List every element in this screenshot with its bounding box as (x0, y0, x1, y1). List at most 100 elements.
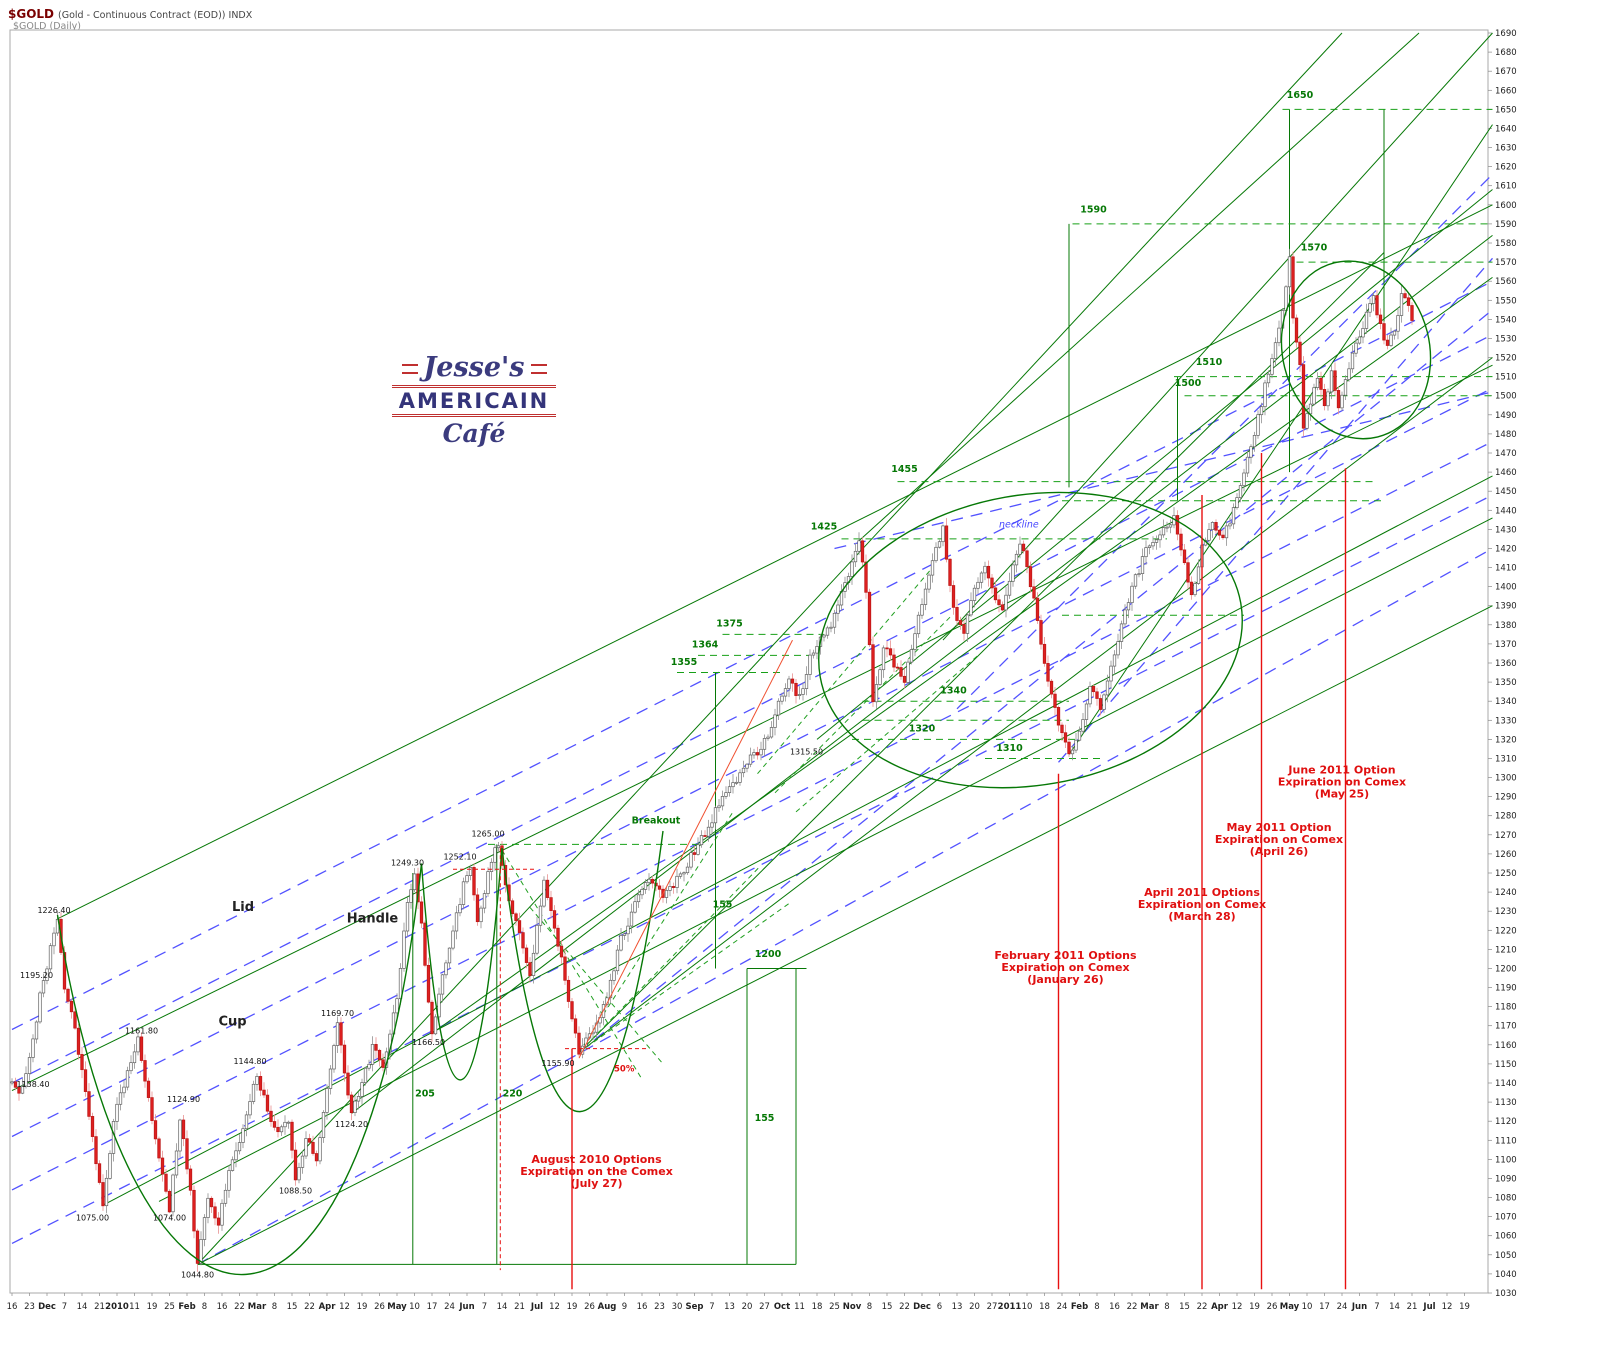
svg-text:1200: 1200 (755, 949, 782, 960)
svg-text:30: 30 (672, 1302, 683, 1312)
svg-text:11: 11 (794, 1302, 805, 1312)
svg-text:1130: 1130 (1495, 1098, 1517, 1108)
svg-text:Oct: Oct (774, 1302, 790, 1312)
svg-text:1440: 1440 (1495, 506, 1517, 516)
svg-text:1080: 1080 (1495, 1194, 1517, 1204)
svg-text:1590: 1590 (1080, 205, 1107, 216)
svg-text:Sep: Sep (686, 1302, 704, 1312)
svg-text:Feb: Feb (1071, 1302, 1088, 1312)
svg-text:8: 8 (202, 1302, 207, 1312)
svg-text:17: 17 (427, 1302, 438, 1312)
svg-text:1280: 1280 (1495, 812, 1517, 822)
svg-text:1300: 1300 (1495, 774, 1517, 784)
svg-text:17: 17 (1319, 1302, 1330, 1312)
svg-text:24: 24 (1057, 1302, 1068, 1312)
svg-text:1425: 1425 (811, 521, 837, 532)
svg-text:1560: 1560 (1495, 277, 1517, 287)
svg-text:1410: 1410 (1495, 564, 1517, 574)
svg-text:1380: 1380 (1495, 621, 1517, 631)
watermark-jesses: Jesse's (392, 352, 556, 383)
svg-text:19: 19 (1459, 1302, 1470, 1312)
svg-text:1630: 1630 (1495, 144, 1517, 154)
svg-text:1310: 1310 (1495, 755, 1517, 765)
svg-text:Apr: Apr (319, 1302, 337, 1312)
svg-text:25: 25 (829, 1302, 840, 1312)
svg-text:1500: 1500 (1175, 378, 1202, 389)
svg-text:1330: 1330 (1495, 716, 1517, 726)
svg-text:1230: 1230 (1495, 907, 1517, 917)
svg-text:26: 26 (1267, 1302, 1278, 1312)
svg-text:1375: 1375 (716, 619, 742, 630)
svg-text:1640: 1640 (1495, 125, 1517, 135)
svg-text:21: 21 (1407, 1302, 1418, 1312)
svg-text:1340: 1340 (1495, 697, 1517, 707)
svg-text:Jul: Jul (1422, 1302, 1435, 1312)
svg-text:1620: 1620 (1495, 163, 1517, 173)
svg-text:155: 155 (755, 1113, 775, 1124)
svg-text:205: 205 (415, 1088, 435, 1099)
svg-text:22: 22 (304, 1302, 315, 1312)
svg-text:1210: 1210 (1495, 945, 1517, 955)
svg-text:6: 6 (937, 1302, 942, 1312)
svg-text:1660: 1660 (1495, 86, 1517, 96)
svg-text:1150: 1150 (1495, 1060, 1517, 1070)
svg-text:Dec: Dec (38, 1302, 56, 1312)
svg-text:14: 14 (1389, 1302, 1400, 1312)
svg-text:2011: 2011 (998, 1302, 1022, 1312)
svg-text:1370: 1370 (1495, 640, 1517, 650)
svg-text:1460: 1460 (1495, 468, 1517, 478)
svg-text:11: 11 (129, 1302, 140, 1312)
svg-text:23: 23 (24, 1302, 35, 1312)
svg-text:27: 27 (759, 1302, 770, 1312)
svg-text:19: 19 (567, 1302, 578, 1312)
chart-header: $GOLD (Gold - Continuous Contract (EOD)) … (8, 3, 252, 22)
svg-text:1364: 1364 (692, 640, 719, 651)
svg-text:1360: 1360 (1495, 659, 1517, 669)
svg-text:15: 15 (287, 1302, 298, 1312)
svg-text:1420: 1420 (1495, 545, 1517, 555)
svg-text:22: 22 (234, 1302, 245, 1312)
svg-text:1170: 1170 (1495, 1022, 1517, 1032)
svg-text:1550: 1550 (1495, 296, 1517, 306)
svg-text:Cup: Cup (218, 1015, 246, 1030)
svg-text:1226.40: 1226.40 (37, 906, 70, 915)
svg-text:26: 26 (374, 1302, 385, 1312)
svg-text:7: 7 (482, 1302, 487, 1312)
svg-text:1590: 1590 (1495, 220, 1517, 230)
svg-text:1500: 1500 (1495, 392, 1517, 402)
svg-text:1390: 1390 (1495, 602, 1517, 612)
svg-text:Nov: Nov (843, 1302, 862, 1312)
svg-text:1570: 1570 (1495, 258, 1517, 268)
svg-text:1320: 1320 (1495, 735, 1517, 745)
svg-text:1400: 1400 (1495, 583, 1517, 593)
svg-text:27: 27 (987, 1302, 998, 1312)
svg-text:16: 16 (637, 1302, 648, 1312)
svg-text:1340: 1340 (940, 686, 967, 697)
svg-text:1240: 1240 (1495, 888, 1517, 898)
svg-text:1270: 1270 (1495, 831, 1517, 841)
svg-text:220: 220 (503, 1088, 523, 1099)
svg-text:Mar: Mar (248, 1302, 267, 1312)
svg-text:Handle: Handle (347, 912, 399, 927)
svg-text:Aug: Aug (598, 1302, 617, 1312)
svg-text:19: 19 (357, 1302, 368, 1312)
svg-text:9: 9 (622, 1302, 627, 1312)
svg-text:1610: 1610 (1495, 182, 1517, 192)
svg-text:1200: 1200 (1495, 965, 1517, 975)
svg-text:15: 15 (882, 1302, 893, 1312)
svg-text:8: 8 (272, 1302, 277, 1312)
svg-text:1074.00: 1074.00 (153, 1214, 186, 1223)
svg-text:21: 21 (94, 1302, 105, 1312)
svg-text:13: 13 (724, 1302, 735, 1312)
svg-text:1030: 1030 (1495, 1289, 1517, 1299)
svg-text:1290: 1290 (1495, 793, 1517, 803)
svg-text:1650: 1650 (1287, 90, 1314, 101)
svg-text:1124.90: 1124.90 (167, 1095, 200, 1104)
svg-text:19: 19 (1249, 1302, 1260, 1312)
svg-text:22: 22 (1127, 1302, 1138, 1312)
svg-text:20: 20 (742, 1302, 753, 1312)
svg-text:Feb: Feb (178, 1302, 195, 1312)
